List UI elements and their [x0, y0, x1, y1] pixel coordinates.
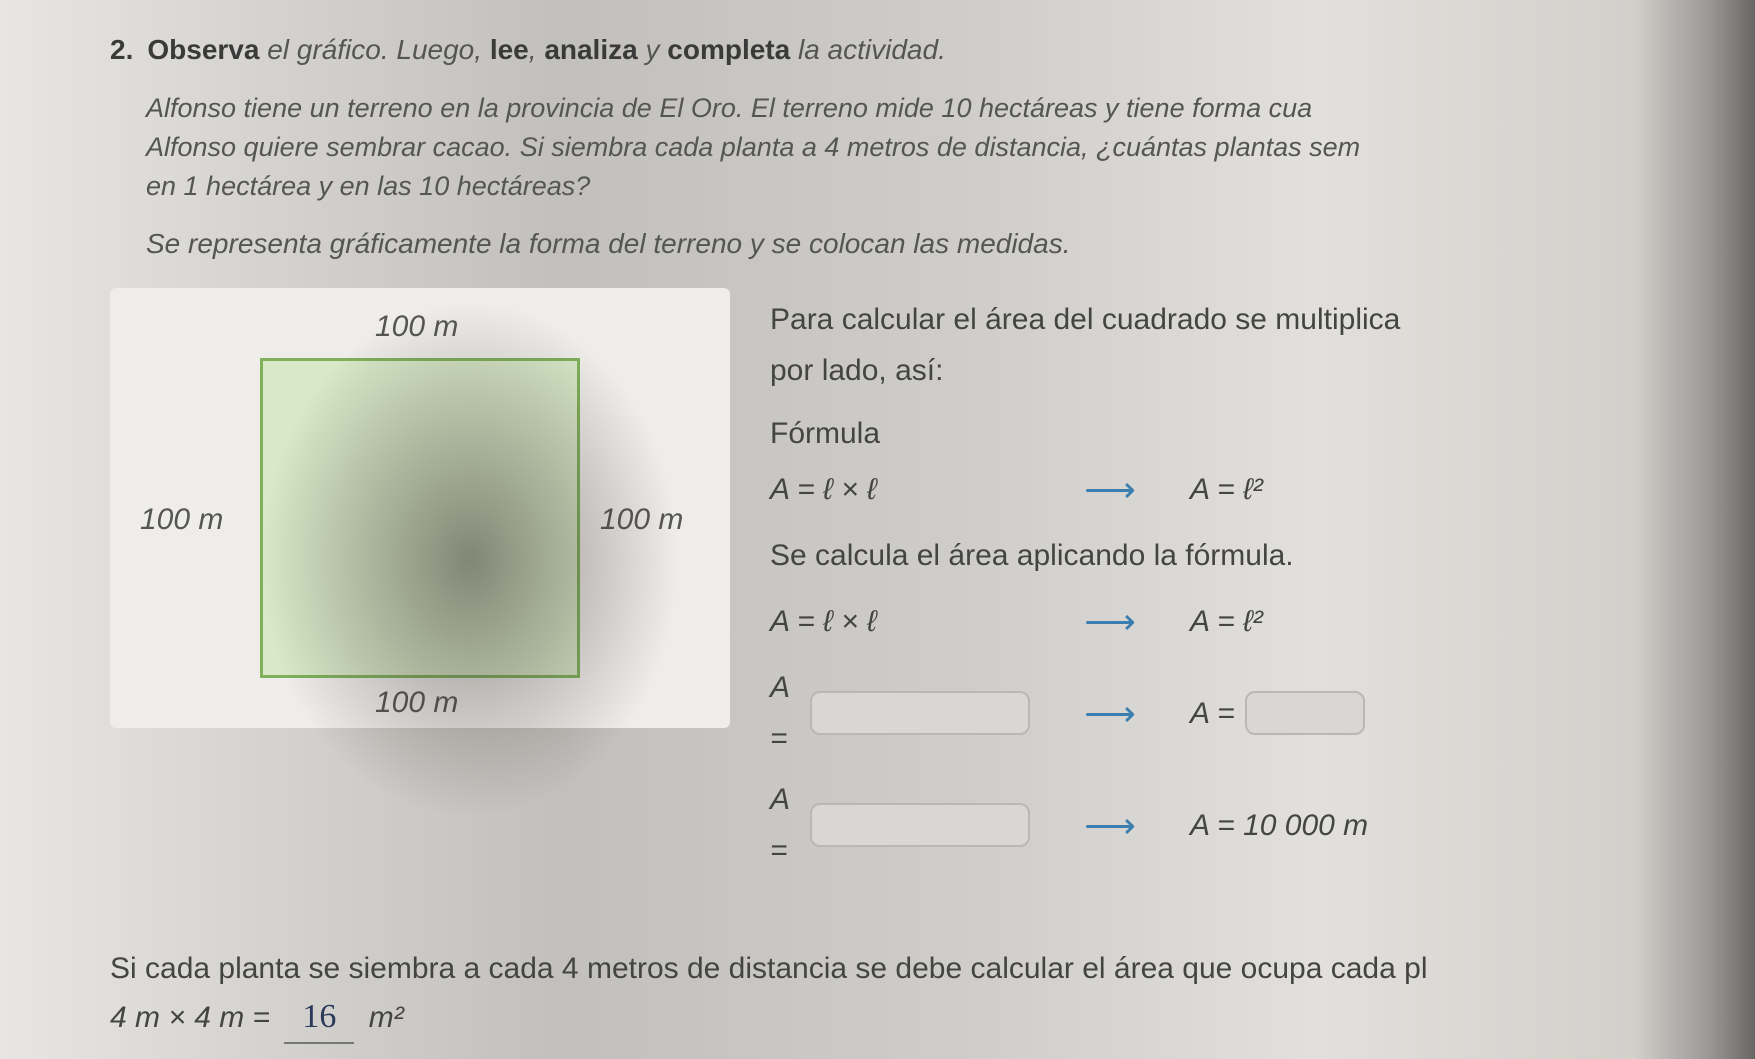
calc-right: A = ℓ² [1190, 596, 1263, 647]
calc-row: A = ⟶ A = [770, 662, 1695, 764]
calc-right-result: A = 10 000 m [1190, 800, 1368, 851]
square-shape [260, 358, 580, 678]
eq-prefix: 4 m × 4 m = [110, 1001, 270, 1034]
textbook-page: 2. Observa el gráfico. Luego, lee, anali… [0, 0, 1755, 1059]
calc-row: A = ℓ × ℓ ⟶ A = ℓ² [770, 591, 1695, 652]
footer-eq: 4 m × 4 m = 16 m² [110, 991, 1695, 1044]
formula-label: Fórmula [770, 408, 1695, 459]
question-prompt: Observa el gráfico. Luego, lee, analiza … [147, 30, 945, 71]
content-row: 100 m 100 m 100 m 100 m Para calcular el… [110, 288, 1695, 886]
calc-row: A = ⟶ A = 10 000 m [770, 774, 1695, 876]
question-number: 2. [110, 30, 133, 71]
answer-blank[interactable] [810, 803, 1030, 847]
calc-sub: Se calcula el área aplicando la fórmula. [770, 530, 1695, 581]
arrow-icon: ⟶ [1050, 591, 1170, 652]
calc-block: Para calcular el área del cuadrado se mu… [770, 288, 1695, 886]
footer-line: Si cada planta se siembra a cada 4 metro… [110, 946, 1695, 991]
side-label-left: 100 m [140, 503, 223, 537]
answer-blank[interactable] [1245, 691, 1365, 735]
formula-left: A = ℓ × ℓ [770, 464, 877, 515]
calc-left-prefix: A = [770, 662, 800, 764]
arrow-icon: ⟶ [1050, 795, 1170, 856]
story-line: Alfonso quiere sembrar cacao. Si siembra… [146, 128, 1695, 167]
calc-left: A = ℓ × ℓ [770, 596, 877, 647]
formula-right: A = ℓ² [1190, 464, 1263, 515]
side-label-bottom: 100 m [375, 686, 458, 720]
question-heading: 2. Observa el gráfico. Luego, lee, anali… [110, 30, 1695, 71]
arrow-icon: ⟶ [1050, 459, 1170, 520]
problem-story: Alfonso tiene un terreno en la provincia… [146, 89, 1695, 206]
answer-blank[interactable] [810, 691, 1030, 735]
calc-right-prefix: A = [1190, 688, 1235, 739]
side-label-top: 100 m [375, 310, 458, 344]
story-line: Alfonso tiene un terreno en la provincia… [146, 89, 1695, 128]
handwritten-answer[interactable]: 16 [284, 991, 354, 1044]
arrow-icon: ⟶ [1050, 683, 1170, 744]
calc-left-prefix: A = [770, 774, 800, 876]
story-line: en 1 hectárea y en las 10 hectáreas? [146, 167, 1695, 206]
footer-block: Si cada planta se siembra a cada 4 metro… [110, 946, 1695, 1044]
formula-row: A = ℓ × ℓ ⟶ A = ℓ² [770, 459, 1695, 520]
square-figure: 100 m 100 m 100 m 100 m [110, 288, 730, 728]
calc-intro: Para calcular el área del cuadrado se mu… [770, 294, 1695, 396]
lead-text: Se representa gráficamente la forma del … [146, 228, 1695, 260]
eq-suffix: m² [369, 1001, 404, 1034]
side-label-right: 100 m [600, 503, 683, 537]
